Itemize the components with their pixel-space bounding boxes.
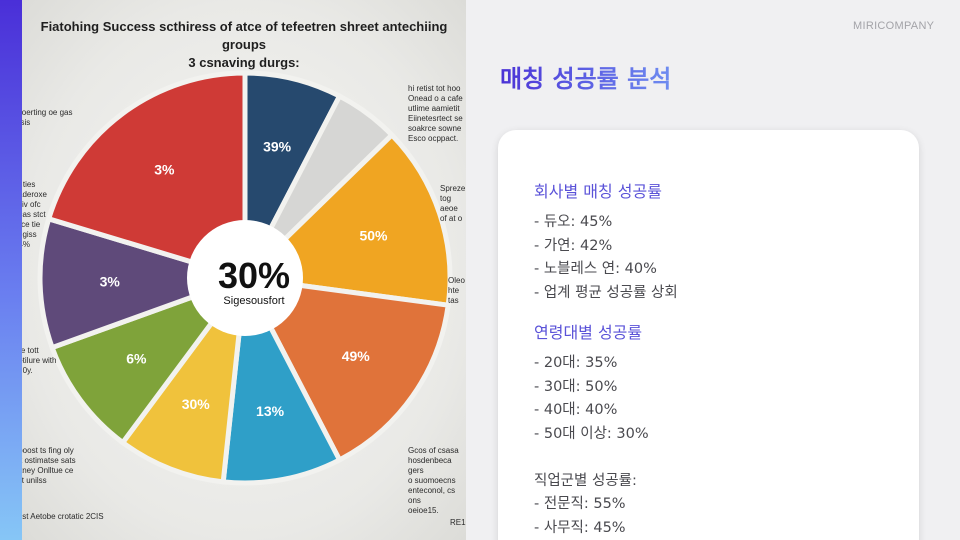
pie-slice bbox=[37, 215, 253, 351]
list-item: - 50대 이상: 30% bbox=[534, 426, 649, 442]
list-item: - 전문직: 55% bbox=[534, 496, 626, 512]
note-right-mid1: Spreze tog aeoe of at o bbox=[440, 184, 466, 223]
list-item: - 듀오: 45% bbox=[534, 214, 613, 230]
pie-slice-label: 39% bbox=[263, 139, 292, 155]
list-item: - 노블레스 연: 40% bbox=[534, 261, 657, 277]
note-bottom-left: Ist Aetobe crotatic 2CIS bbox=[22, 512, 104, 521]
section-title-company: 회사별 매칭 성공률 bbox=[534, 182, 662, 201]
pie-slice bbox=[240, 274, 451, 464]
pie-center-hole bbox=[187, 220, 303, 336]
infographic-title-line2: 3 csnaving durgs: bbox=[188, 55, 300, 70]
pie-slice-label: 50% bbox=[359, 228, 388, 244]
brand-label: MIRICOMPANY bbox=[853, 20, 935, 32]
list-item: - 20대: 35% bbox=[534, 355, 618, 371]
list-item: - 30대: 50% bbox=[534, 379, 618, 395]
section-title-job: 직업군별 성공률: bbox=[534, 473, 637, 489]
page-title: 매칭 성공률 분석 bbox=[500, 62, 671, 96]
list-item: - 40대: 40% bbox=[534, 402, 618, 418]
list-item: - 사무직: 45% bbox=[534, 520, 626, 536]
note-right-bottom: Gcos of csasa hosdenbeca gers o suomoecn… bbox=[408, 446, 459, 515]
infographic-title: Fiatohing Success scthiress of atce of t… bbox=[22, 18, 466, 72]
note-left-bottom: tooost ts fing oly ct ostimatse sats ctn… bbox=[22, 446, 76, 485]
note-left-mid: Io ties saderoxe iiniv ofc ocas stct rac… bbox=[22, 180, 47, 249]
pie-slice-label: 3% bbox=[100, 274, 121, 290]
pie-slice-label: 6% bbox=[126, 351, 147, 367]
pie-slice bbox=[45, 70, 248, 282]
pie-center-label: Sigesousfort bbox=[223, 295, 285, 307]
pie-slice-label: 13% bbox=[256, 403, 285, 419]
note-right-top: hi retist tot hoo Onead o a cafe utlime … bbox=[408, 84, 463, 143]
infographic-image: 39% 50% 49% 13% 30% 6% 3% 3% Fiatohing Success … bbox=[22, 0, 466, 540]
pie-slice-label: 3% bbox=[154, 161, 175, 177]
infographic-title-line1: Fiatohing Success scthiress of atce of t… bbox=[40, 19, 448, 52]
note-left-low: Ire tott fetilure with 3 0y. bbox=[22, 346, 57, 375]
pie-slice bbox=[48, 272, 252, 447]
pie-center-value: 30% bbox=[217, 255, 291, 296]
accent-bar bbox=[0, 0, 22, 540]
list-item: - 업계 평균 성공률 상회 bbox=[534, 285, 678, 301]
pie-chart: 39% 50% 49% 13% 30% 6% 3% 3% bbox=[37, 70, 453, 486]
pie-slice bbox=[119, 269, 249, 485]
note-bottom-right: RE10 bbox=[450, 518, 466, 527]
note-left-top: Doerting oe gas 1sis bbox=[22, 108, 73, 127]
section-title-age: 연령대별 성공률 bbox=[534, 323, 643, 342]
pie-slice-label: 30% bbox=[182, 396, 211, 412]
content-card bbox=[498, 130, 919, 540]
list-item: - 가연: 42% bbox=[534, 238, 613, 254]
note-right-mid2: Oleo hte tas bbox=[448, 276, 465, 305]
pie-slice-label: 49% bbox=[342, 348, 371, 364]
